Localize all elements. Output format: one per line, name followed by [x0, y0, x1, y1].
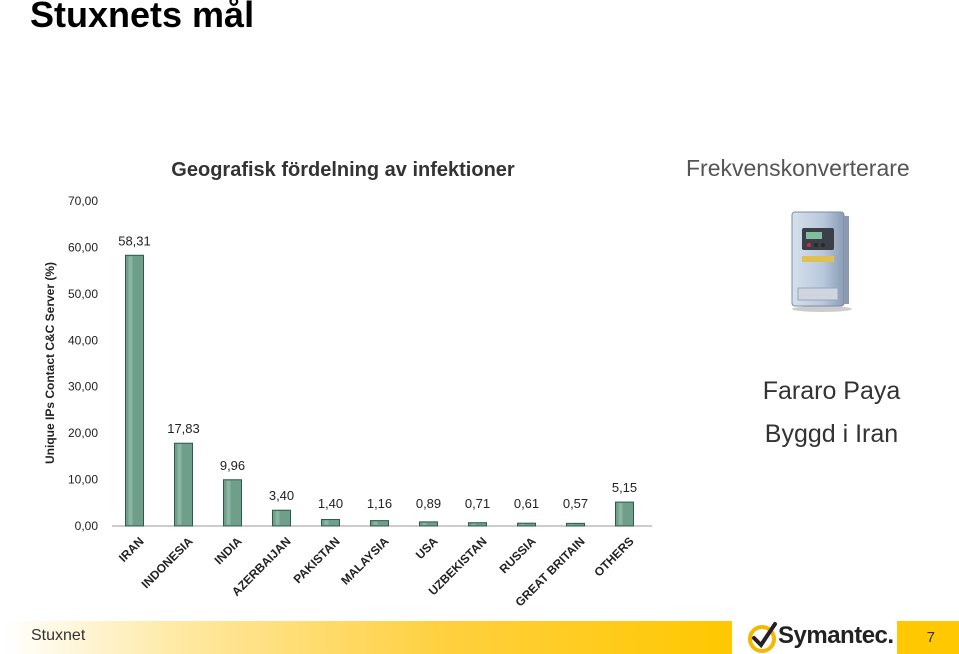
x-tick-label: MALAYSIA [338, 534, 392, 588]
value-label: 0,61 [514, 496, 539, 511]
bar-highlight [569, 524, 574, 525]
value-label: 5,15 [612, 480, 637, 495]
logo-text: Symantec. [778, 622, 894, 649]
y-tick-label: 60,00 [68, 240, 98, 254]
page-number: 7 [926, 629, 935, 646]
x-tick-label: IRAN [116, 534, 147, 565]
x-tick-label: OTHERS [591, 534, 636, 579]
footer-bar: Stuxnet [4, 621, 732, 654]
y-tick-label: 70,00 [68, 194, 98, 208]
chart-title: Geografisk fördelning av infektioner [171, 159, 515, 181]
bar [517, 522, 536, 527]
value-label: 3,40 [269, 488, 294, 503]
bar [321, 519, 340, 527]
bar-highlight [520, 524, 525, 525]
infection-bar-chart: Geografisk fördelning av infektioner Uni… [43, 159, 652, 609]
value-label: 0,57 [563, 496, 588, 511]
device-note-line-1: Fararo Paya [762, 377, 901, 405]
x-tick-label: INDONESIA [139, 534, 196, 591]
x-tick-label: USA [413, 534, 441, 562]
bar [370, 520, 389, 527]
bar-highlight [373, 521, 378, 525]
bar [419, 521, 438, 527]
x-tick-label: INDIA [212, 534, 245, 567]
right-panel-title: Frekvenskonverterare [686, 155, 910, 181]
bar-highlight [128, 256, 133, 525]
bar-highlight [226, 480, 231, 525]
device-note-line-2: Byggd i Iran [764, 420, 899, 448]
value-label: 1,16 [367, 496, 392, 511]
bar [566, 522, 585, 527]
check-mark-icon [748, 622, 777, 653]
value-label: 0,89 [416, 496, 441, 511]
value-labels: 58,31 17,83 9,96 3,40 1,40 1,16 0,89 0,71 0,61 0,… [118, 233, 637, 511]
value-label: 58,31 [118, 233, 151, 248]
bar-highlight [618, 503, 623, 525]
value-label: 9,96 [220, 458, 245, 473]
bars [125, 254, 634, 527]
bar [272, 509, 291, 527]
bar [223, 479, 242, 527]
bar [125, 254, 144, 527]
x-tick-label: RUSSIA [497, 534, 539, 576]
value-label: 1,40 [318, 496, 343, 511]
bar [615, 501, 634, 527]
footer-label: Stuxnet [31, 627, 86, 644]
bar-highlight [422, 522, 427, 525]
device-note: Fararo Paya Byggd i Iran [744, 370, 919, 456]
bar-highlight [275, 511, 280, 525]
y-tick-label: 30,00 [68, 380, 98, 394]
y-tick-label: 0,00 [75, 519, 99, 533]
symantec-logo: Symantec. [748, 620, 894, 654]
y-axis-label: Unique IPs Contact C&C Server (%) [43, 262, 57, 464]
value-label: 17,83 [167, 421, 200, 436]
bar-highlight [471, 523, 476, 525]
bar-highlight [177, 444, 182, 525]
y-tick-labels: 0,00 10,00 20,00 30,00 40,00 50,00 60,00 70,00 [68, 194, 98, 533]
value-label: 0,71 [465, 496, 490, 511]
bar [174, 442, 193, 527]
y-tick-label: 40,00 [68, 333, 98, 347]
y-tick-label: 20,00 [68, 426, 98, 440]
bar [468, 522, 487, 527]
slide-title: Stuxnets mål [30, 0, 255, 35]
y-tick-label: 10,00 [68, 473, 98, 487]
x-tick-label: PAKISTAN [291, 534, 343, 586]
frequency-converter-device-icon [791, 211, 852, 312]
y-tick-label: 50,00 [68, 287, 98, 301]
bar-highlight [324, 520, 329, 525]
page-number-box: 7 [897, 621, 959, 654]
